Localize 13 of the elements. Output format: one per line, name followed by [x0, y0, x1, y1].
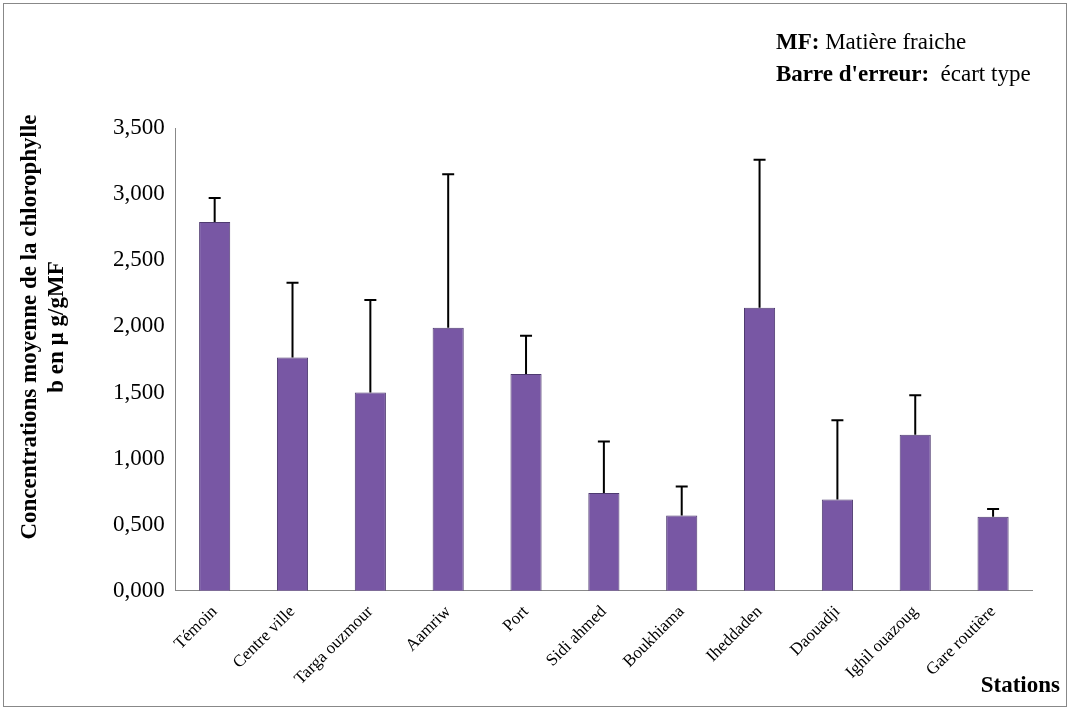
y-tick-label: 2,000	[113, 312, 165, 338]
x-axis-title: Stations	[980, 672, 1060, 698]
y-axis-title: Concentrations moyenne de la chlorophylle b en µ g/gMF	[15, 113, 69, 542]
y-tick-label: 1,000	[113, 444, 165, 470]
text: Barre d'erreur: écart type	[776, 60, 1031, 88]
y-tick-label: 3,000	[113, 180, 165, 206]
y-tick-label: 0,000	[113, 576, 165, 602]
y-tick-label: 0,500	[113, 510, 165, 536]
text: MF: Matière fraiche	[776, 28, 968, 56]
y-tick-label: 2,500	[113, 246, 165, 272]
x-tick-label: Port	[498, 601, 533, 636]
y-tick-label: 1,500	[113, 378, 165, 404]
y-tick-label: 3,500	[113, 114, 165, 140]
